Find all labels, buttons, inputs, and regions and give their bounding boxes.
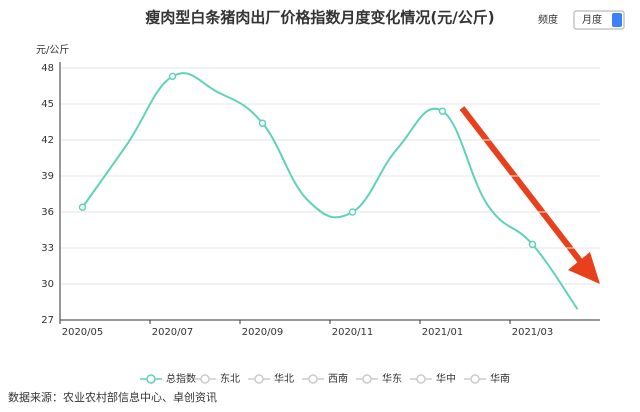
legend-marker (200, 374, 210, 384)
legend-marker (254, 374, 264, 384)
legend-label: 总指数 (166, 372, 196, 385)
y-tick-label: 45 (41, 99, 54, 110)
point-marker (528, 240, 537, 249)
legend-marker (146, 374, 156, 384)
legend-label: 西南 (328, 372, 348, 385)
legend-item[interactable]: 华南 (464, 372, 510, 385)
source: 数据来源：农业农村部信息中心、卓创资讯 (8, 390, 217, 404)
point-marker (348, 208, 357, 216)
x-tick-label: 2021/01 (422, 327, 464, 338)
y-tick-label: 48 (41, 63, 54, 74)
y-tick-label: 39 (41, 171, 54, 182)
x-tick-label: 2020/09 (242, 327, 284, 338)
legend-label: 华东 (382, 372, 402, 385)
legend-item[interactable]: 华中 (410, 372, 456, 385)
legend-item[interactable]: 华东 (356, 372, 402, 385)
legend-label: 华南 (490, 372, 510, 385)
y-axis-label: 元/公斤 (36, 44, 69, 56)
series-line (81, 72, 579, 310)
arrow-head (568, 252, 600, 284)
y-tick-label: 30 (41, 279, 54, 290)
arrow-shaft (459, 106, 587, 268)
y-tick-label: 33 (41, 243, 54, 254)
point-marker (438, 107, 447, 115)
point-marker (168, 72, 177, 81)
x-tick-label: 2020/11 (332, 327, 374, 338)
legend-item[interactable]: 总指数 (140, 372, 196, 385)
x-tick-label: 2020/07 (152, 327, 194, 338)
annotation-arrow (459, 106, 600, 284)
select-arrow (612, 13, 622, 27)
legend-label: 华中 (436, 372, 456, 385)
y-tick-label: 36 (41, 207, 54, 218)
chart-title: 瘦肉型白条猪肉出厂价格指数月度变化情况(元/公斤) (145, 9, 494, 27)
legend-marker (362, 374, 372, 384)
point-marker (78, 203, 87, 211)
x-tick-label: 2021/03 (512, 327, 554, 338)
legend-label: 东北 (220, 372, 240, 385)
y-tick-label: 27 (41, 315, 54, 326)
frequency-select[interactable] (573, 10, 625, 30)
legend-marker (416, 374, 426, 384)
legend-marker (308, 374, 318, 384)
legend-label: 华北 (274, 372, 294, 385)
legend-item[interactable]: 东北 (194, 372, 240, 385)
frequency-value[interactable]: 月度 (582, 13, 602, 26)
x-tick-label: 2020/05 (62, 327, 104, 338)
point-marker (258, 119, 267, 127)
legend-item[interactable]: 华北 (248, 372, 294, 385)
frequency-label: 频度 (538, 13, 558, 26)
legend-item[interactable]: 西南 (302, 372, 348, 385)
y-tick-label: 42 (41, 135, 54, 146)
legend-marker (470, 374, 480, 384)
